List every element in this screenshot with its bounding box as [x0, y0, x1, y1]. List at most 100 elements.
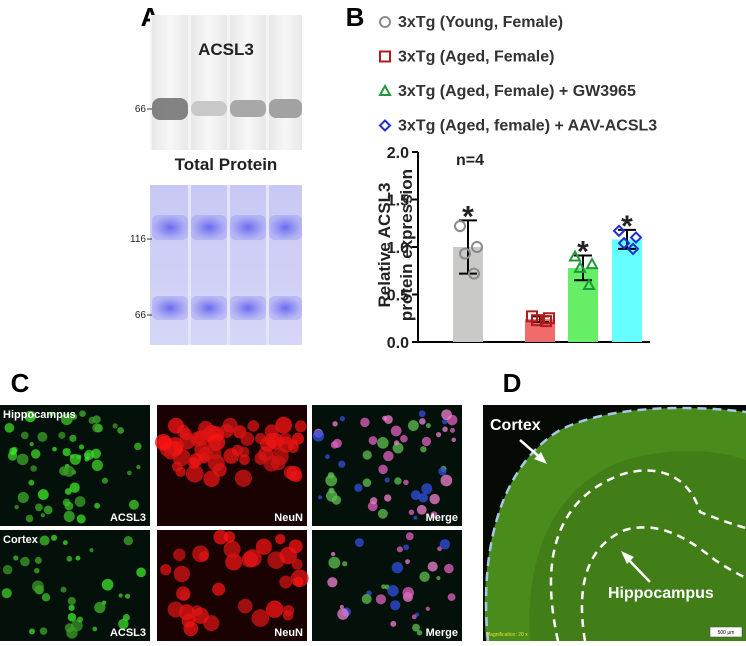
- cell: [112, 423, 118, 429]
- cell: [49, 411, 54, 417]
- blot-bottom: [150, 185, 302, 345]
- cell: [74, 496, 86, 507]
- cell: [436, 575, 441, 581]
- cell: [418, 410, 426, 418]
- cell: [125, 593, 131, 599]
- cell: [179, 589, 190, 601]
- cell: [368, 436, 378, 445]
- cell: [30, 465, 37, 472]
- cell: [67, 596, 76, 606]
- panel-label: C: [11, 368, 30, 398]
- cell: [234, 469, 252, 487]
- cell: [441, 409, 452, 421]
- cell: [451, 437, 456, 443]
- cell: [265, 600, 284, 618]
- cell: [384, 494, 392, 502]
- significance: *: [462, 200, 474, 233]
- cell: [91, 448, 102, 459]
- cell: [342, 561, 348, 567]
- cell: [223, 531, 236, 543]
- cell: [354, 483, 363, 492]
- cell: [20, 431, 29, 440]
- data-point: [468, 267, 480, 280]
- cell: [440, 474, 453, 487]
- channel-label: ACSL3: [110, 512, 146, 524]
- y-tick-label: 1.0: [387, 240, 409, 257]
- cell: [212, 582, 226, 596]
- cell: [384, 477, 390, 483]
- channel-label: NeuN: [274, 627, 303, 639]
- data-point: [573, 260, 587, 273]
- cell: [78, 444, 85, 450]
- cell: [127, 470, 132, 476]
- cell: [68, 604, 75, 611]
- data-point: [543, 312, 555, 325]
- cell: [167, 417, 184, 434]
- cell: [411, 614, 417, 620]
- cell: [58, 431, 66, 439]
- cell: [390, 600, 401, 611]
- cell: [332, 421, 338, 427]
- cell: [77, 616, 84, 623]
- y-tick-label: 1.5: [387, 193, 409, 210]
- cell: [39, 535, 50, 546]
- data-point: [626, 242, 640, 256]
- cell: [325, 474, 338, 487]
- cell: [60, 586, 67, 593]
- legend-marker: [379, 50, 391, 63]
- cortex-outline: [484, 406, 746, 642]
- cell: [39, 627, 48, 635]
- cell: [123, 535, 133, 546]
- cell: [255, 538, 272, 555]
- cell: [2, 564, 13, 575]
- cell: [383, 450, 394, 462]
- cell: [173, 548, 186, 562]
- cell: [238, 446, 250, 458]
- cell: [64, 623, 75, 633]
- cell: [40, 513, 45, 518]
- cell: [251, 609, 270, 627]
- cell: [67, 612, 77, 622]
- cell: [239, 454, 250, 466]
- cell: [34, 556, 42, 564]
- scale-bar-label: 500 µm: [718, 630, 735, 636]
- panel-label: B: [346, 2, 365, 32]
- cell: [75, 555, 81, 561]
- cell: [60, 413, 73, 426]
- significance: *: [621, 210, 633, 243]
- cell: [419, 418, 426, 425]
- mw-label: 66: [135, 104, 147, 115]
- cell: [20, 556, 30, 567]
- cell: [183, 621, 199, 637]
- legend-marker: [378, 83, 392, 96]
- cell: [436, 432, 442, 438]
- cell: [1, 588, 12, 599]
- annotation: n=4: [456, 152, 484, 169]
- cell: [362, 478, 372, 488]
- cell: [31, 580, 44, 593]
- cell: [63, 510, 75, 522]
- cell: [425, 606, 430, 611]
- lanes-bottom: [152, 185, 302, 345]
- cell: [16, 453, 29, 466]
- mw-label: 116: [130, 234, 146, 245]
- channel-label: ACSL3: [110, 627, 146, 639]
- legend-label: 3xTg (Aged, Female): [398, 49, 554, 66]
- cell: [270, 455, 286, 471]
- cell: [25, 514, 34, 523]
- cell: [442, 426, 448, 433]
- cell: [213, 529, 229, 545]
- cell: [377, 437, 389, 449]
- legend-marker: [379, 16, 391, 28]
- cell: [444, 563, 454, 574]
- cell: [37, 489, 49, 500]
- cell: [92, 423, 102, 433]
- y-axis-label: protein expression: [397, 169, 416, 321]
- cell: [179, 428, 193, 441]
- arrow-head: [534, 452, 547, 464]
- micrographs: ACSL3 NeuN Merge Hippocampus ACSL3 NeuN Merge C…: [0, 405, 462, 641]
- cell: [332, 438, 342, 448]
- data-point: [629, 231, 643, 244]
- cell: [154, 433, 172, 451]
- cell: [189, 453, 203, 467]
